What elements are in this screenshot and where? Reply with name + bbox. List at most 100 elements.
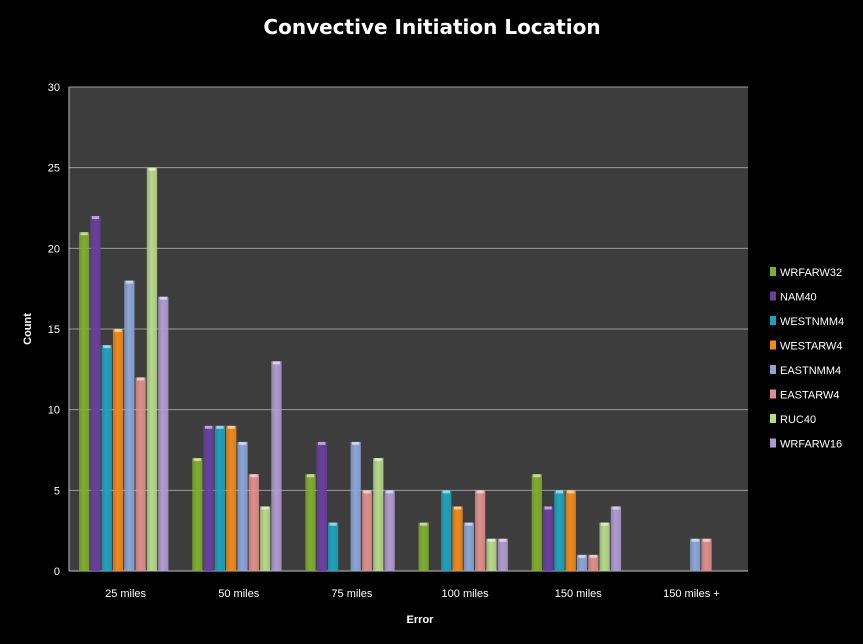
bar-highlight (250, 474, 258, 478)
y-tick-label: 20 (48, 243, 60, 255)
bar-highlight (114, 329, 122, 332)
bar-highlight (148, 167, 156, 171)
bar (90, 216, 101, 572)
bar-highlight (453, 506, 462, 510)
bar-highlight (442, 490, 450, 494)
bar-highlight (80, 232, 88, 236)
bar (135, 377, 146, 571)
legend-swatch (770, 340, 776, 350)
bar-highlight (238, 441, 247, 445)
bar (124, 280, 135, 571)
bar (226, 425, 237, 571)
bar-highlight (589, 554, 597, 558)
bar-highlight (352, 441, 360, 445)
x-tick-label: 150 miles + (663, 588, 720, 600)
bar-highlight (261, 506, 269, 510)
bar-highlight (374, 458, 382, 462)
legend-swatch (770, 414, 776, 423)
bar-highlight (216, 425, 224, 429)
bar (475, 490, 486, 571)
bar-highlight (600, 522, 609, 526)
bar (350, 441, 361, 571)
bar (327, 522, 339, 571)
bar (271, 361, 282, 571)
y-axis-title: Count (22, 313, 34, 345)
legend-swatch (770, 291, 776, 301)
bar-highlight (533, 474, 541, 478)
bar (146, 167, 158, 571)
legend-swatch (770, 316, 776, 325)
bar-highlight (227, 425, 235, 429)
bar (554, 490, 565, 571)
bar (203, 425, 214, 571)
bar (112, 329, 124, 571)
bar (463, 522, 474, 571)
legend-swatch (770, 267, 776, 276)
legend-swatch (770, 365, 776, 374)
bar-highlight (204, 425, 213, 429)
bar (214, 425, 226, 571)
bar (588, 554, 599, 571)
y-tick-label: 10 (48, 405, 60, 417)
legend-label: WRFARW32 (780, 267, 842, 279)
bar-highlight (555, 490, 564, 494)
bar-highlight (193, 458, 201, 462)
y-tick-label: 25 (48, 163, 60, 175)
legend-label: EASTNMM4 (780, 365, 841, 377)
legend-label: NAM40 (780, 292, 817, 304)
bar-highlight (385, 490, 394, 494)
bar (542, 506, 554, 571)
bar-highlight (125, 280, 133, 284)
bar (259, 506, 271, 571)
bar (316, 441, 327, 571)
bar-highlight (420, 522, 428, 526)
bar (248, 474, 259, 571)
bar-highlight (363, 490, 371, 494)
bar (418, 522, 429, 571)
bar (384, 490, 395, 571)
bar (158, 296, 169, 571)
x-tick-label: 25 miles (105, 588, 146, 600)
bar-highlight (306, 474, 315, 478)
chart-title: Convective Initiation Location (263, 15, 600, 39)
bar (531, 474, 542, 571)
bar (192, 458, 203, 571)
bar-highlight (567, 490, 575, 494)
bar-highlight (329, 522, 337, 526)
x-tick-label: 100 miles (442, 588, 490, 600)
bar (101, 345, 112, 571)
bar (599, 522, 610, 571)
bar-highlight (487, 538, 496, 542)
bar-highlight (465, 522, 473, 526)
bar (361, 490, 373, 571)
bar (576, 554, 588, 571)
legend-label: EASTARW4 (780, 390, 840, 402)
bar (610, 506, 622, 571)
bar-highlight (272, 361, 281, 365)
y-tick-label: 5 (54, 485, 60, 497)
bar (452, 506, 463, 571)
bar-highlight (476, 490, 484, 494)
bar-highlight (499, 538, 507, 542)
x-axis-title: Error (407, 614, 435, 626)
legend-label: RUC40 (780, 414, 816, 426)
bar (565, 490, 576, 571)
bar (497, 538, 508, 571)
bar (690, 538, 701, 571)
bar (305, 474, 316, 571)
bar-highlight (578, 554, 586, 558)
legend-swatch (770, 389, 776, 399)
bar (486, 538, 497, 571)
x-tick-label: 150 miles (555, 588, 603, 600)
bar-highlight (137, 377, 145, 381)
x-tick-label: 75 miles (331, 588, 372, 600)
bar-highlight (103, 345, 111, 349)
bar (441, 490, 452, 571)
bar (79, 232, 90, 571)
bar (373, 458, 384, 571)
bar-highlight (702, 538, 711, 542)
bar-highlight (91, 216, 100, 220)
bar (237, 441, 248, 571)
